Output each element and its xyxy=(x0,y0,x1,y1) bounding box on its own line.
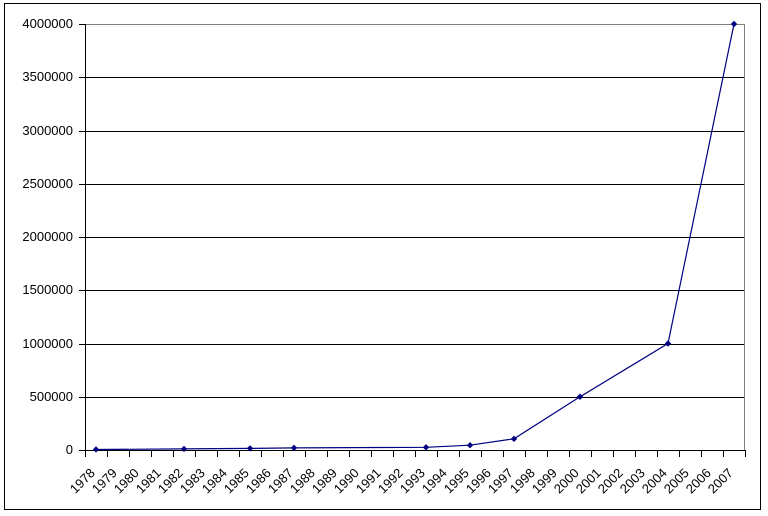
gridline xyxy=(86,344,745,345)
data-point-marker xyxy=(730,20,738,28)
data-point-marker xyxy=(576,393,584,400)
chart-outer-border xyxy=(4,3,761,510)
x-tick xyxy=(195,450,196,457)
x-tick xyxy=(173,450,174,457)
y-tick xyxy=(79,24,85,25)
y-tick-label: 4000000 xyxy=(22,16,73,31)
y-tick-label: 1000000 xyxy=(22,336,73,351)
x-tick xyxy=(305,450,306,457)
data-point-marker xyxy=(246,445,254,452)
data-point-marker xyxy=(180,445,188,453)
x-tick xyxy=(591,450,592,457)
x-tick xyxy=(503,450,504,457)
y-tick xyxy=(79,237,85,238)
gridline xyxy=(86,131,745,132)
x-tick xyxy=(217,450,218,457)
gridline xyxy=(86,184,745,185)
x-tick xyxy=(371,450,372,457)
y-tick xyxy=(79,131,85,132)
y-tick-label: 2500000 xyxy=(22,176,73,191)
y-tick-label: 1500000 xyxy=(22,282,73,297)
y-tick xyxy=(79,397,85,398)
x-tick xyxy=(701,450,702,457)
y-tick xyxy=(79,344,85,345)
x-tick xyxy=(613,450,614,457)
gridline xyxy=(86,77,745,78)
x-tick xyxy=(151,450,152,457)
x-tick xyxy=(129,450,130,457)
x-tick xyxy=(745,450,746,457)
x-tick xyxy=(481,450,482,457)
gridline xyxy=(86,397,745,398)
x-tick xyxy=(459,450,460,457)
x-tick xyxy=(569,450,570,457)
series-line xyxy=(95,23,735,451)
data-point-marker xyxy=(92,446,100,453)
y-tick-label: 500000 xyxy=(29,389,73,404)
x-tick xyxy=(393,450,394,457)
y-tick-label: 2000000 xyxy=(22,229,73,244)
x-tick xyxy=(261,450,262,457)
y-tick-label: 3000000 xyxy=(22,123,73,138)
y-tick xyxy=(79,290,85,291)
plot-border xyxy=(85,24,745,450)
y-tick xyxy=(79,77,85,78)
y-tick xyxy=(79,450,85,451)
gridline xyxy=(86,290,745,291)
x-tick xyxy=(657,450,658,457)
x-tick xyxy=(85,450,86,457)
x-tick xyxy=(547,450,548,457)
data-point-marker xyxy=(422,444,430,451)
x-tick xyxy=(415,450,416,457)
data-point-marker xyxy=(290,444,298,452)
x-tick xyxy=(239,450,240,457)
x-tick xyxy=(349,450,350,457)
x-tick xyxy=(679,450,680,457)
y-tick xyxy=(79,184,85,185)
x-tick xyxy=(107,450,108,457)
data-point-marker xyxy=(510,435,518,443)
y-tick-label: 0 xyxy=(65,442,73,457)
x-tick xyxy=(525,450,526,457)
data-point-marker xyxy=(466,442,474,449)
x-tick xyxy=(635,450,636,457)
x-tick xyxy=(283,450,284,457)
x-tick xyxy=(437,450,438,457)
data-point-marker xyxy=(664,340,672,347)
x-tick xyxy=(723,450,724,457)
y-tick-label: 3500000 xyxy=(22,69,73,84)
x-tick xyxy=(327,450,328,457)
y-axis-line xyxy=(85,24,86,456)
gridline xyxy=(86,237,745,238)
